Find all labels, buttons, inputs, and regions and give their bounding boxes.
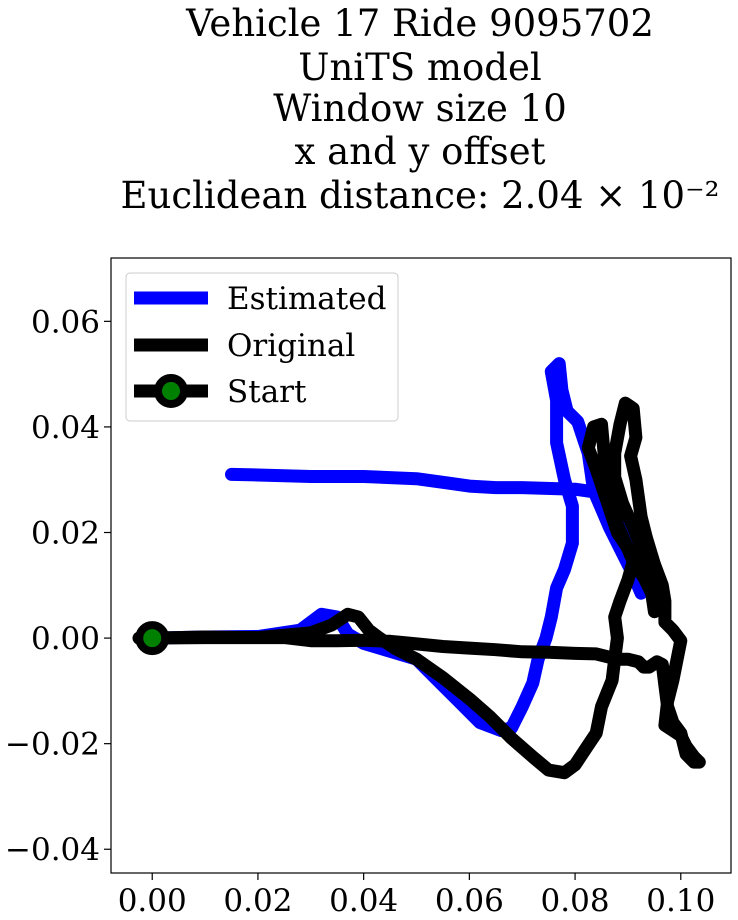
- x-tick-label: 0.00: [118, 883, 187, 919]
- series-line-original: [132, 396, 706, 780]
- legend-box: [125, 272, 399, 422]
- x-axis-ticks: 0.00 0.02 0.04 0.06 0.08 0.10: [118, 873, 715, 919]
- title-line-3: Window size 10: [273, 87, 567, 130]
- legend-label-estimated: Estimated: [227, 281, 386, 317]
- legend-label-original: Original: [227, 328, 355, 364]
- y-tick-label: 0.06: [31, 304, 100, 340]
- start-point-marker: [135, 621, 170, 656]
- legend-label-start: Start: [227, 374, 307, 410]
- axes-frame: [110, 257, 732, 874]
- legend-marker-start: [154, 374, 188, 408]
- y-tick-label: −0.04: [5, 832, 100, 868]
- y-tick-label: 0.04: [31, 410, 100, 446]
- plot-series: [132, 357, 706, 780]
- x-tick-label: 0.06: [435, 883, 504, 919]
- title-line-2: UniTS model: [298, 46, 541, 89]
- title-line-4: x and y offset: [295, 130, 546, 173]
- legend: Estimated Original Start: [125, 272, 399, 422]
- x-tick-label: 0.04: [329, 883, 398, 919]
- x-tick-label: 0.10: [646, 883, 715, 919]
- y-tick-label: −0.02: [5, 727, 100, 763]
- x-tick-label: 0.02: [223, 883, 292, 919]
- y-axis-ticks: −0.04 −0.02 0.00 0.02 0.04 0.06: [5, 304, 111, 868]
- x-tick-label: 0.08: [541, 883, 610, 919]
- y-tick-label: 0.00: [31, 621, 100, 657]
- title-line-5: Euclidean distance: 2.04 × 10⁻²: [121, 174, 720, 217]
- y-tick-label: 0.02: [31, 516, 100, 552]
- title-line-1: Vehicle 17 Ride 9095702: [185, 2, 654, 45]
